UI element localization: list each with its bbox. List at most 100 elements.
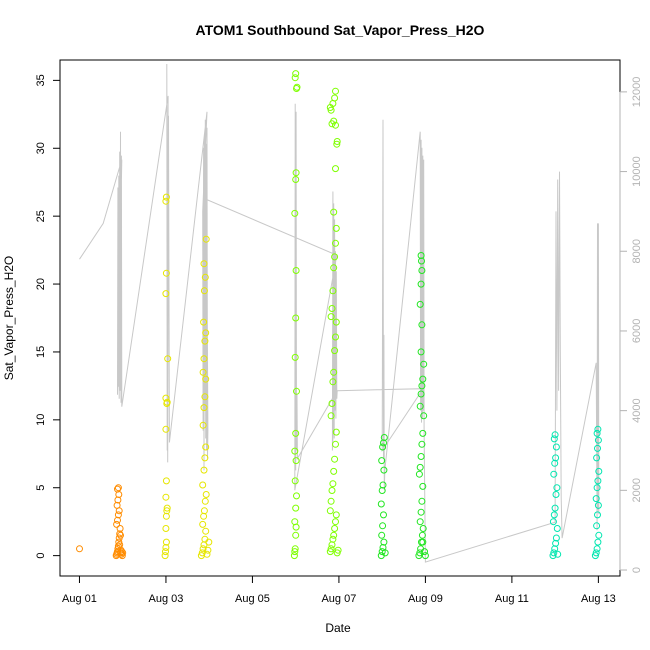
data-point [594, 444, 601, 452]
data-point [593, 545, 601, 553]
data-point [550, 511, 558, 519]
data-point [417, 508, 425, 516]
data-point [116, 530, 124, 538]
data-point [292, 267, 300, 274]
data-point [332, 239, 339, 247]
data-point [201, 454, 209, 462]
data-point [417, 252, 425, 259]
data-point [291, 518, 299, 526]
data-point [420, 412, 428, 420]
data-point [163, 398, 171, 406]
data-point [416, 549, 424, 557]
data-point [550, 435, 558, 443]
data-point [292, 176, 300, 183]
data-point [592, 495, 600, 503]
secondary-series-line [79, 63, 600, 563]
data-point [114, 485, 121, 493]
data-point [418, 382, 426, 390]
data-point [327, 545, 335, 553]
data-point [162, 493, 170, 501]
y2-tick-label: 2000 [631, 478, 643, 502]
chart-title: ATOM1 Southbound Sat_Vapor_Press_H2O [196, 22, 485, 38]
data-point [551, 431, 559, 439]
data-point [332, 511, 340, 519]
data-point [202, 527, 210, 535]
y-tick-label: 10 [35, 414, 47, 426]
data-point [333, 138, 341, 145]
data-point [593, 522, 601, 530]
data-point [116, 541, 124, 549]
data-point [594, 511, 601, 519]
data-point [418, 531, 426, 539]
data-point [201, 273, 209, 281]
data-point [594, 425, 602, 433]
data-point [113, 520, 121, 528]
data-point [292, 531, 300, 539]
data-point [118, 548, 126, 556]
x-tick-label: Aug 03 [149, 593, 184, 605]
data-point [552, 491, 560, 498]
data-point [291, 477, 299, 485]
data-point [595, 467, 603, 475]
data-point [550, 470, 558, 478]
data-point [593, 429, 601, 437]
data-point [381, 549, 389, 557]
y-axis-left: 0 5 10 15 20 25 30 35 [35, 74, 61, 559]
data-point [117, 550, 125, 558]
data-point [421, 548, 428, 556]
y-tick-label: 25 [35, 210, 47, 222]
data-point [163, 507, 171, 515]
data-point [594, 538, 602, 546]
data-point [549, 518, 557, 526]
y2-tick-label: 12000 [631, 77, 643, 108]
data-point [292, 457, 300, 465]
data-point [200, 318, 208, 326]
data-point [595, 531, 603, 539]
y-tick-label: 5 [35, 485, 47, 491]
data-point [331, 253, 339, 261]
y2-tick-label: 6000 [631, 319, 643, 343]
y2-tick-label: 4000 [631, 398, 643, 422]
data-point [594, 436, 602, 444]
data-point [419, 482, 427, 490]
data-point [593, 454, 601, 462]
plot-frame [59, 59, 621, 577]
y-tick-label: 0 [35, 553, 47, 559]
data-point [202, 375, 210, 383]
y-axis-right: 0 2000 4000 6000 8000 10000 12000 [619, 77, 643, 573]
data-point [419, 429, 427, 437]
data-point [330, 264, 338, 272]
data-point [418, 497, 426, 505]
data-point [550, 549, 558, 557]
data-point [200, 466, 208, 474]
data-point [415, 470, 423, 478]
data-point [202, 329, 210, 337]
data-point [292, 504, 300, 512]
data-point [417, 280, 425, 288]
data-point [332, 440, 339, 448]
data-point [333, 140, 341, 148]
x-tick-label: Aug 11 [495, 593, 529, 605]
data-point [293, 492, 300, 500]
data-point [329, 480, 337, 488]
data-point [162, 193, 170, 201]
data-point [199, 545, 207, 553]
data-point [380, 511, 387, 519]
points-layer [76, 70, 603, 560]
data-point [293, 387, 300, 395]
data-point [202, 443, 210, 451]
data-point [420, 360, 428, 368]
data-point [330, 368, 338, 376]
data-point [292, 314, 300, 322]
y2-tick-label: 0 [631, 567, 643, 573]
data-point [416, 518, 424, 526]
data-point [378, 457, 386, 465]
data-point [332, 518, 339, 526]
data-point [199, 421, 207, 429]
data-point [205, 538, 213, 546]
data-point [291, 353, 299, 361]
data-point [417, 453, 425, 460]
data-point [418, 321, 426, 329]
data-point [204, 546, 212, 554]
data-point [419, 538, 427, 546]
